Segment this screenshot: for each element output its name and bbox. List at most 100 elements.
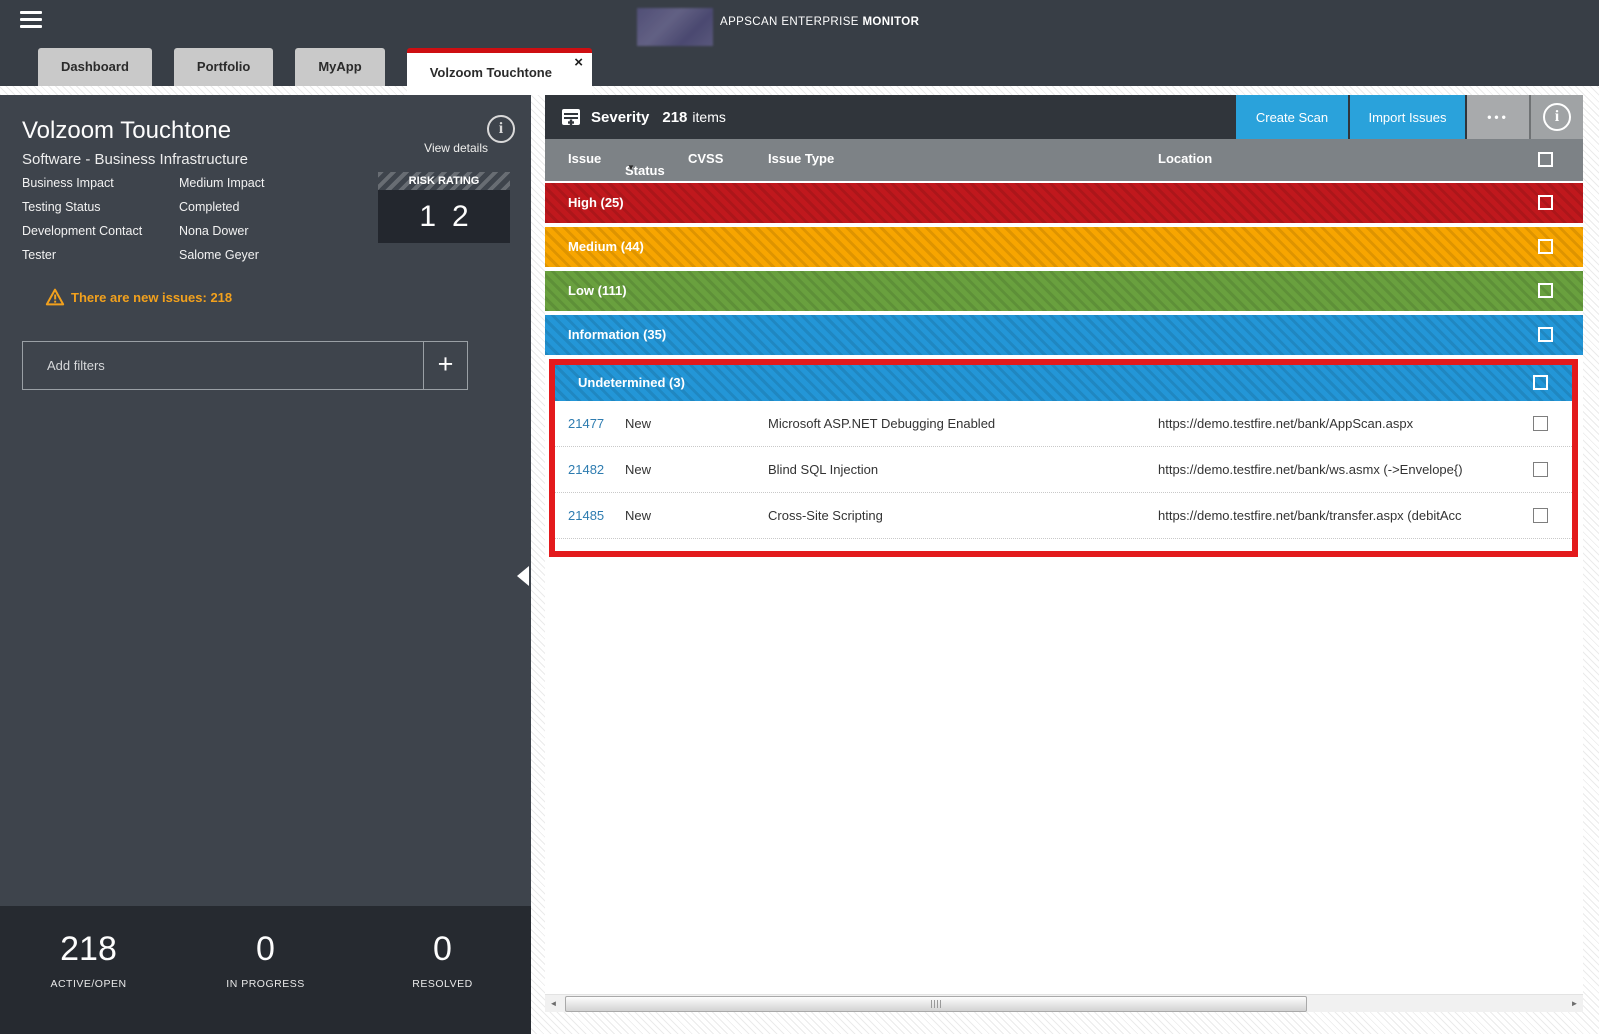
- group-label: Undetermined (3): [578, 375, 685, 390]
- hamburger-menu-icon[interactable]: [20, 11, 42, 28]
- more-actions-button[interactable]: •••: [1467, 95, 1529, 139]
- warning-text: There are new issues: 218: [71, 289, 233, 305]
- warning-icon: [45, 288, 65, 306]
- column-issue[interactable]: Issue: [568, 151, 602, 166]
- issue-location: https://demo.testfire.net/bank/AppScan.a…: [1158, 416, 1414, 431]
- stat-active-open: 218 ACTIVE/OPEN: [0, 906, 177, 1034]
- application-fields: Business Impact Medium Impact Testing St…: [22, 176, 264, 272]
- issue-id-link[interactable]: 21485: [568, 508, 605, 523]
- severity-group-medium[interactable]: Medium (44): [545, 227, 1583, 267]
- scroll-left-icon[interactable]: ◄: [549, 999, 558, 1008]
- group-label: Medium (44): [568, 239, 644, 254]
- field-tester: Tester Salome Geyer: [22, 248, 264, 262]
- application-sidebar: Volzoom Touchtone Software - Business In…: [0, 95, 531, 1034]
- issue-type: Blind SQL Injection: [768, 462, 879, 477]
- select-all-checkbox[interactable]: [1538, 152, 1553, 167]
- scrollbar-thumb[interactable]: [565, 996, 1307, 1012]
- issues-toolbar: Severity 218 items Create Scan Import Is…: [545, 95, 1583, 139]
- field-value: Completed: [179, 200, 240, 214]
- group-label: Information (35): [568, 327, 667, 342]
- group-checkbox[interactable]: [1538, 327, 1553, 342]
- stat-label: IN PROGRESS: [226, 978, 305, 990]
- panel-info-button[interactable]: i: [1529, 95, 1583, 139]
- risk-rating-widget: RISK RATING 1 2: [378, 172, 510, 243]
- column-status-label: Status: [625, 163, 665, 178]
- stat-value: 0: [433, 930, 452, 968]
- risk-rating-values: 1 2: [378, 190, 510, 243]
- tab-volzoom-touchtone[interactable]: Volzoom Touchtone ×: [406, 48, 592, 95]
- view-details-link[interactable]: View details: [424, 141, 488, 155]
- table-row[interactable]: 21485 New Cross-Site Scripting https://d…: [555, 493, 1572, 539]
- scroll-right-icon[interactable]: ►: [1570, 999, 1579, 1008]
- new-issues-warning: There are new issues: 218: [45, 288, 232, 306]
- field-label: Tester: [22, 248, 57, 262]
- field-development-contact: Development Contact Nona Dower: [22, 224, 264, 238]
- sort-descending-icon: ▼: [627, 163, 635, 172]
- issue-id-link[interactable]: 21482: [568, 462, 605, 477]
- field-value: Salome Geyer: [179, 248, 259, 262]
- tab-label: Volzoom Touchtone: [429, 65, 552, 80]
- table-row[interactable]: 21482 New Blind SQL Injection https://de…: [555, 447, 1572, 493]
- group-by-severity-icon: [562, 109, 580, 126]
- application-title: Volzoom Touchtone: [22, 117, 232, 144]
- add-filter-button[interactable]: +: [423, 342, 467, 389]
- group-checkbox[interactable]: [1538, 283, 1553, 298]
- field-testing-status: Testing Status Completed: [22, 200, 264, 214]
- issue-type: Cross-Site Scripting: [768, 508, 883, 523]
- stat-value: 0: [256, 930, 275, 968]
- create-scan-button[interactable]: Create Scan: [1236, 95, 1348, 139]
- row-checkbox[interactable]: [1533, 508, 1548, 523]
- application-subtitle: Software - Business Infrastructure: [22, 151, 248, 168]
- column-cvss[interactable]: CVSS: [688, 151, 724, 166]
- issue-id-link[interactable]: 21477: [568, 416, 605, 431]
- severity-group-information[interactable]: Information (35): [545, 315, 1583, 355]
- toolbar-buttons: Create Scan Import Issues ••• i: [1236, 95, 1583, 139]
- scrollbar-grip-icon: [931, 1000, 941, 1008]
- issues-panel: Severity 218 items Create Scan Import Is…: [545, 95, 1583, 1012]
- app-title: APPSCAN ENTERPRISE MONITOR: [720, 16, 919, 28]
- panel-title: Severity: [591, 108, 650, 126]
- issue-status: New: [625, 508, 652, 523]
- severity-group-undetermined[interactable]: Undetermined (3): [555, 365, 1572, 401]
- group-label: Low (111): [568, 283, 627, 298]
- add-filters-input[interactable]: Add filters: [47, 358, 105, 373]
- toolbar-title-group: Severity 218 items: [545, 95, 726, 139]
- horizontal-scrollbar[interactable]: ◄ ►: [545, 994, 1583, 1012]
- import-issues-button[interactable]: Import Issues: [1348, 95, 1465, 139]
- info-icon[interactable]: i: [487, 115, 515, 143]
- app-title-bold: MONITOR: [862, 16, 920, 28]
- tab-portfolio[interactable]: Portfolio: [173, 48, 274, 86]
- stat-resolved: 0 RESOLVED: [354, 906, 531, 1034]
- row-checkbox[interactable]: [1533, 416, 1548, 431]
- close-icon[interactable]: ×: [574, 54, 583, 71]
- risk-rating-label: RISK RATING: [378, 172, 510, 190]
- items-label: items: [692, 109, 726, 125]
- severity-group-high[interactable]: High (25): [545, 183, 1583, 223]
- row-checkbox[interactable]: [1533, 462, 1548, 477]
- stat-value: 218: [60, 930, 117, 968]
- group-checkbox[interactable]: [1538, 239, 1553, 254]
- field-label: Development Contact: [22, 224, 143, 238]
- highlight-annotation: Undetermined (3) 21477 New Microsoft ASP…: [549, 359, 1578, 557]
- top-bar: APPSCAN ENTERPRISE MONITOR Dashboard Por…: [0, 0, 1599, 95]
- tab-myapp[interactable]: MyApp: [295, 48, 385, 86]
- risk-value: 2: [452, 199, 469, 233]
- plus-icon: +: [437, 349, 454, 379]
- group-checkbox[interactable]: [1533, 375, 1548, 390]
- tab-dashboard[interactable]: Dashboard: [38, 48, 152, 86]
- field-label: Testing Status: [22, 200, 101, 214]
- stat-in-progress: 0 IN PROGRESS: [177, 906, 354, 1034]
- group-checkbox[interactable]: [1538, 195, 1553, 210]
- column-location[interactable]: Location: [1158, 151, 1213, 166]
- empty-row-space: [555, 539, 1572, 551]
- severity-group-low[interactable]: Low (111): [545, 271, 1583, 311]
- collapse-panel-icon[interactable]: [517, 566, 529, 586]
- group-label: High (25): [568, 195, 624, 210]
- column-issue-type[interactable]: Issue Type: [768, 151, 835, 166]
- issue-location: https://demo.testfire.net/bank/transfer.…: [1158, 508, 1462, 523]
- table-row[interactable]: 21477 New Microsoft ASP.NET Debugging En…: [555, 401, 1572, 447]
- app-logo: [637, 8, 713, 46]
- tab-bar: Dashboard Portfolio MyApp Volzoom Toucht…: [38, 48, 592, 95]
- field-business-impact: Business Impact Medium Impact: [22, 176, 264, 190]
- risk-value: 1: [419, 199, 436, 233]
